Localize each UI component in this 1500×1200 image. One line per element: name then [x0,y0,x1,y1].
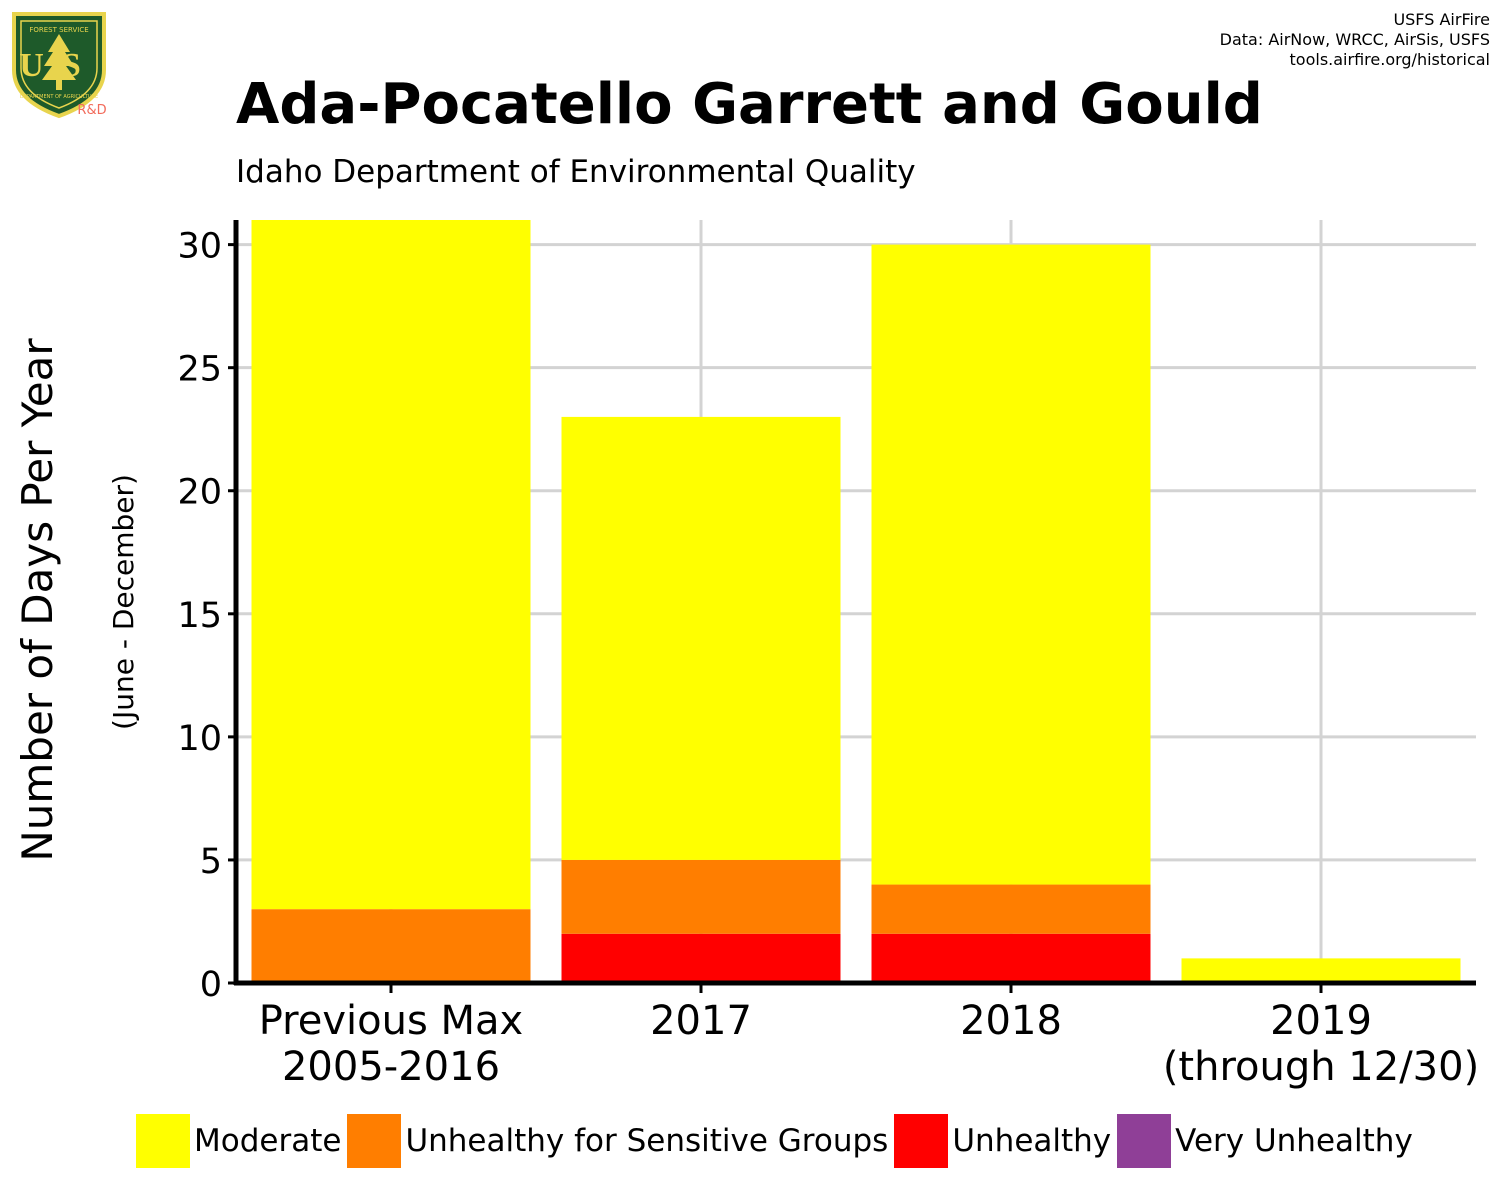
bar-segment-unhealthy [561,933,841,983]
credit-line: tools.airfire.org/historical [1289,50,1490,69]
y-axis-label: Number of Days Per Year [13,338,62,862]
bar-segment-unhealthy [871,933,1151,983]
y-tick-label: 10 [177,719,222,759]
chart-title: Ada-Pocatello Garrett and Gould [236,72,1263,137]
bar-segment-moderate [561,416,841,860]
bar-segment-unhealthy-for-sensitive-groups [251,909,531,983]
legend-label: Moderate [194,1123,342,1159]
y-axis-sublabel: (June - December) [107,474,140,730]
x-tick-label-line: (through 12/30) [1163,1044,1479,1090]
chart-subtitle: Idaho Department of Environmental Qualit… [236,154,916,190]
bar-segment-unhealthy-for-sensitive-groups [561,859,841,934]
bar-segment-moderate [1181,958,1461,983]
logo-letters: US [19,47,98,84]
legend-item-unhealthy: Unhealthy [894,1114,1111,1168]
bar-segment-unhealthy-for-sensitive-groups [871,884,1151,934]
x-tick-label: Previous Max 2005-2016 [259,998,523,1090]
credits: USFS AirFire Data: AirNow, WRCC, AirSis,… [1220,10,1490,70]
x-tick-label-line: Previous Max [259,998,523,1044]
x-tick-label-line: 2017 [650,998,752,1044]
logo-rd: R&D [77,103,106,118]
legend-item-usg: Unhealthy for Sensitive Groups [347,1114,888,1168]
legend-label: Unhealthy [952,1123,1112,1159]
y-tick-label: 5 [200,842,222,882]
y-tick-label: 20 [177,473,222,513]
legend-label: Very Unhealthy [1175,1123,1413,1159]
x-tick-label: 2017 [650,998,752,1044]
logo-top-text: FOREST SERVICE [29,26,88,34]
x-tick-label-line: 2019 [1270,998,1372,1044]
y-tick-label: 30 [177,227,222,267]
x-tick-label: 2018 [960,998,1062,1044]
credit-line: Data: AirNow, WRCC, AirSis, USFS [1219,30,1490,49]
legend-swatch [136,1114,190,1168]
x-tick-label-line: 2018 [960,998,1062,1044]
legend: Moderate Unhealthy for Sensitive Groups … [136,1114,1419,1168]
y-tick-label: 25 [177,350,222,390]
y-tick-label: 0 [200,965,222,1005]
bar-chart: 0 5 10 15 20 25 30 Previous Max 2005-2016 2017 201… [13,220,1479,1090]
legend-swatch [894,1114,949,1168]
logo-bottom-text: DEPARTMENT OF AGRICULTURE [20,94,98,100]
usfs-logo: US FOREST SERVICE DEPARTMENT OF AGRICULT… [12,12,107,119]
legend-item-moderate: Moderate [136,1114,341,1168]
y-tick-label: 15 [177,596,222,636]
x-tick-label: 2019 (through 12/30) [1163,998,1479,1090]
legend-swatch [1117,1114,1172,1168]
credit-line: USFS AirFire [1393,10,1490,29]
bar-segment-moderate [251,220,531,910]
bar-segment-moderate [871,244,1151,885]
x-tick-label-line: 2005-2016 [282,1044,500,1090]
legend-swatch [347,1114,402,1168]
legend-item-very-unhealthy: Very Unhealthy [1117,1114,1413,1168]
legend-label: Unhealthy for Sensitive Groups [405,1123,889,1159]
